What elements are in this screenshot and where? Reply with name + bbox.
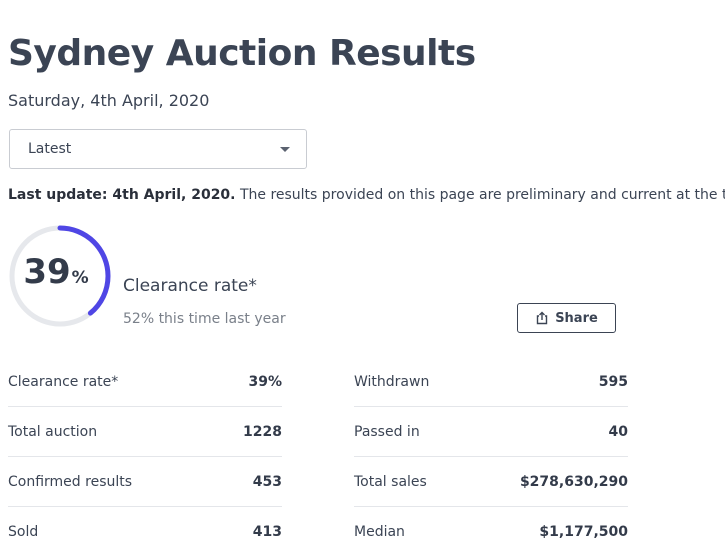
stat-row-median: Median $1,177,500 [354, 507, 628, 556]
stat-label: Clearance rate* [8, 374, 118, 390]
share-button[interactable]: Share [517, 303, 616, 333]
clearance-last-year: 52% this time last year [123, 311, 286, 327]
clearance-value: 39 [23, 252, 70, 292]
stat-row-total-auction: Total auction 1228 [8, 407, 282, 457]
stat-label: Sold [8, 524, 38, 540]
results-select[interactable]: Latest [9, 129, 307, 169]
stat-label: Confirmed results [8, 474, 132, 490]
stat-value: 39% [248, 374, 282, 390]
stat-label: Total sales [354, 474, 427, 490]
stat-row-withdrawn: Withdrawn 595 [354, 357, 628, 407]
stat-value: 40 [609, 424, 628, 440]
page-title: Sydney Auction Results [8, 33, 476, 74]
update-notice: Last update: 4th April, 2020. The result… [8, 187, 725, 203]
stat-value: 413 [253, 524, 282, 540]
update-notice-text: The results provided on this page are pr… [236, 187, 725, 203]
share-label: Share [555, 311, 598, 326]
stats-table-left: Clearance rate* 39% Total auction 1228 C… [8, 357, 282, 556]
clearance-unit: % [72, 268, 89, 288]
stat-row-confirmed-results: Confirmed results 453 [8, 457, 282, 507]
auction-date: Saturday, 4th April, 2020 [8, 91, 209, 110]
clearance-percent: 39% [8, 252, 104, 292]
stat-row-passed-in: Passed in 40 [354, 407, 628, 457]
update-notice-date: Last update: 4th April, 2020. [8, 187, 236, 203]
stat-value: $278,630,290 [520, 474, 628, 490]
stat-label: Withdrawn [354, 374, 429, 390]
chevron-down-icon [280, 147, 290, 152]
clearance-label: Clearance rate* [123, 276, 257, 296]
stat-value: 595 [599, 374, 628, 390]
stat-label: Passed in [354, 424, 420, 440]
stat-label: Median [354, 524, 405, 540]
share-icon [535, 311, 549, 325]
results-select-value: Latest [28, 141, 71, 157]
stats-table-right: Withdrawn 595 Passed in 40 Total sales $… [354, 357, 628, 556]
stat-value: 453 [253, 474, 282, 490]
stat-row-total-sales: Total sales $278,630,290 [354, 457, 628, 507]
stat-row-clearance-rate: Clearance rate* 39% [8, 357, 282, 407]
stat-value: $1,177,500 [539, 524, 628, 540]
stat-row-sold: Sold 413 [8, 507, 282, 556]
stat-value: 1228 [243, 424, 282, 440]
stat-label: Total auction [8, 424, 97, 440]
